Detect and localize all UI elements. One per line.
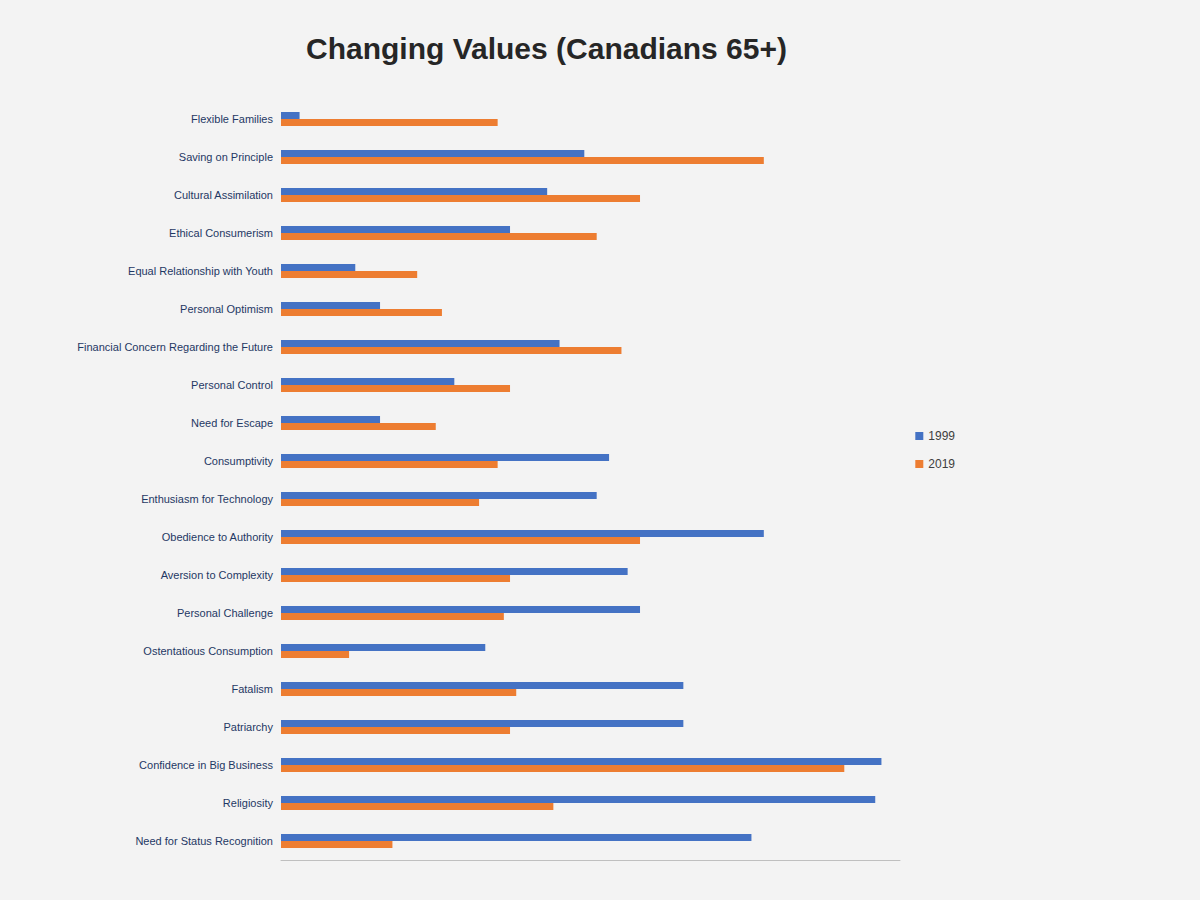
- svg-text:Personal Control: Personal Control: [191, 379, 273, 391]
- svg-text:Changing Values (Canadians 65+: Changing Values (Canadians 65+): [306, 32, 787, 65]
- svg-text:Ethical Consumerism: Ethical Consumerism: [169, 227, 273, 239]
- svg-text:2019: 2019: [928, 457, 955, 471]
- svg-text:Fatalism: Fatalism: [231, 683, 273, 695]
- svg-text:Need for Status Recognition: Need for Status Recognition: [135, 835, 273, 847]
- svg-text:1999: 1999: [928, 429, 955, 443]
- svg-text:Equal Relationship with Youth: Equal Relationship with Youth: [128, 265, 273, 277]
- svg-text:Saving on Principle: Saving on Principle: [179, 151, 273, 163]
- svg-text:Cultural Assimilation: Cultural Assimilation: [174, 189, 273, 201]
- svg-text:Personal Optimism: Personal Optimism: [180, 303, 273, 315]
- svg-text:Aversion to Complexity: Aversion to Complexity: [161, 569, 274, 581]
- svg-text:Personal Challenge: Personal Challenge: [177, 607, 273, 619]
- svg-text:Flexible Families: Flexible Families: [191, 113, 273, 125]
- svg-text:Confidence in Big Business: Confidence in Big Business: [139, 759, 273, 771]
- svg-text:Enthusiasm for Technology: Enthusiasm for Technology: [141, 493, 273, 505]
- svg-text:Religiosity: Religiosity: [223, 797, 274, 809]
- svg-text:Patriarchy: Patriarchy: [223, 721, 273, 733]
- svg-text:Ostentatious Consumption: Ostentatious Consumption: [143, 645, 273, 657]
- svg-text:Need for Escape: Need for Escape: [191, 417, 273, 429]
- svg-text:Financial Concern Regarding th: Financial Concern Regarding the Future: [77, 341, 273, 353]
- svg-text:Consumptivity: Consumptivity: [204, 455, 274, 467]
- svg-text:Obedience to Authority: Obedience to Authority: [162, 531, 274, 543]
